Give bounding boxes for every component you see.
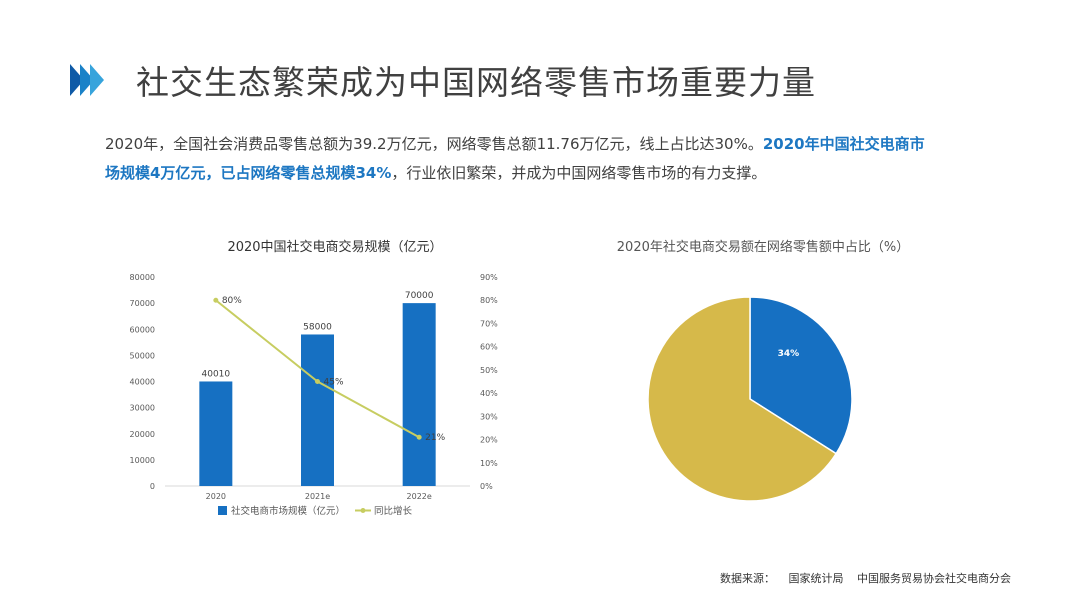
data-source: 数据来源： 国家统计局 中国服务贸易协会社交电商分会 bbox=[720, 570, 1011, 586]
pie-labels: 34% bbox=[778, 349, 800, 359]
legend-swatch-bar bbox=[218, 506, 227, 515]
y2-tick-label: 10% bbox=[480, 459, 498, 468]
y2-tick-label: 50% bbox=[480, 366, 498, 375]
y2-tick-label: 90% bbox=[480, 273, 498, 282]
x-tick-label: 2022e bbox=[407, 492, 432, 501]
bar bbox=[402, 303, 436, 486]
growth-value-label: 80% bbox=[222, 296, 242, 306]
legend-label: 社交电商市场规模（亿元） bbox=[231, 505, 345, 517]
left-axis: 0 10000 20000 30000 40000 50000 60000 70000 8000… bbox=[130, 273, 155, 491]
pie-slices bbox=[647, 296, 853, 502]
line-series: 80% 45% 21% bbox=[213, 296, 446, 443]
x-tick-label: 2021e bbox=[305, 492, 330, 501]
pie-slice bbox=[647, 296, 838, 502]
y-tick-label: 40000 bbox=[130, 378, 155, 387]
y-tick-label: 80000 bbox=[130, 273, 155, 282]
chevron-arrows-icon bbox=[70, 64, 104, 96]
legend-swatch-marker bbox=[360, 508, 366, 513]
y-tick-label: 50000 bbox=[130, 351, 155, 360]
bar-value-label: 70000 bbox=[405, 291, 434, 301]
bar-value-label: 40010 bbox=[202, 369, 231, 379]
y2-tick-label: 70% bbox=[480, 319, 498, 328]
intro-paragraph: 2020年，全国社会消费品零售总额为39.2万亿元，网络零售总额11.76万亿元… bbox=[105, 130, 925, 188]
y-tick-label: 20000 bbox=[130, 430, 155, 439]
intro-text-part1: 2020年，全国社会消费品零售总额为39.2万亿元，网络零售总额11.76万亿元… bbox=[105, 135, 763, 153]
growth-point bbox=[416, 434, 422, 440]
bar-series: 40010 58000 70000 bbox=[199, 291, 436, 486]
y2-tick-label: 40% bbox=[480, 389, 498, 398]
page-title: 社交生态繁荣成为中国网络零售市场重要力量 bbox=[136, 63, 816, 102]
pie-slice-label: 34% bbox=[778, 349, 800, 359]
intro-highlight: 2020年中国社交电商市场规模4万亿元，已占网络零售总规模34% bbox=[105, 135, 925, 182]
y2-tick-label: 80% bbox=[480, 296, 498, 305]
growth-value-label: 21% bbox=[425, 433, 445, 443]
bar bbox=[301, 334, 334, 486]
source-item: 国家统计局 bbox=[788, 572, 844, 585]
source-label: 数据来源： bbox=[720, 572, 775, 585]
y-tick-label: 0 bbox=[150, 482, 155, 491]
chart-legend: 社交电商市场规模（亿元） 同比增长 bbox=[218, 505, 413, 517]
y2-tick-label: 60% bbox=[480, 343, 498, 352]
pie-chart: 34% bbox=[647, 296, 853, 502]
y-tick-label: 10000 bbox=[130, 456, 155, 465]
y2-tick-label: 20% bbox=[480, 436, 498, 445]
growth-value-label: 45% bbox=[324, 378, 344, 388]
right-axis: 0% 10% 20% 30% 40% 50% 60% 70% 80% 90% bbox=[480, 273, 498, 491]
x-axis-labels: 2020 2021e 2022e bbox=[206, 492, 432, 501]
y-tick-label: 70000 bbox=[130, 299, 155, 308]
y-tick-label: 30000 bbox=[130, 404, 155, 413]
x-tick-label: 2020 bbox=[206, 492, 226, 501]
bar-line-chart: 0 10000 20000 30000 40000 50000 60000 70000 8000… bbox=[130, 273, 499, 517]
bar-value-label: 58000 bbox=[303, 322, 332, 332]
legend-label: 同比增长 bbox=[374, 505, 413, 517]
intro-text-part2: ，行业依旧繁荣，并成为中国网络零售市场的有力支撑。 bbox=[391, 164, 767, 182]
pie-chart-title: 2020年社交电商交易额在网络零售额中占比（%） bbox=[616, 240, 910, 255]
bar bbox=[199, 381, 233, 486]
growth-point bbox=[213, 297, 219, 303]
bar-chart-title: 2020中国社交电商交易规模（亿元） bbox=[227, 240, 443, 255]
growth-point bbox=[315, 379, 320, 384]
page-header: 社交生态繁荣成为中国网络零售市场重要力量 bbox=[70, 52, 816, 108]
y2-tick-label: 0% bbox=[480, 482, 493, 491]
source-item: 中国服务贸易协会社交电商分会 bbox=[857, 572, 1011, 585]
y-tick-label: 60000 bbox=[130, 325, 155, 334]
y2-tick-label: 30% bbox=[480, 412, 498, 421]
